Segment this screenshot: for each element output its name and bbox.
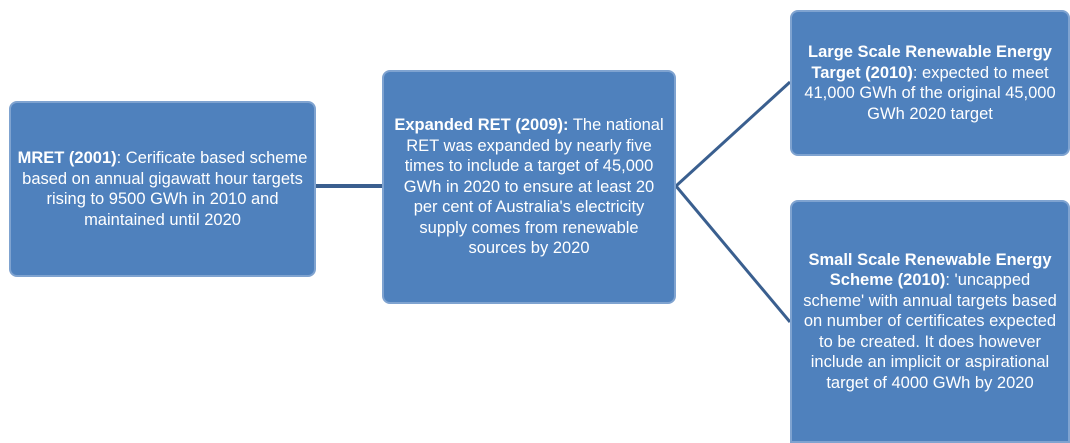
- node: Large Scale Renewable Energy Target (201…: [790, 10, 1070, 156]
- node-text: Large Scale Renewable Energy Target (201…: [798, 42, 1062, 124]
- node-body: : 'uncapped scheme' with annual targets …: [803, 271, 1057, 392]
- node: MRET (2001): Cerificate based scheme bas…: [9, 101, 316, 277]
- node-text: Small Scale Renewable Energy Scheme (201…: [798, 250, 1062, 394]
- connector: [674, 185, 792, 323]
- node-text: MRET (2001): Cerificate based scheme bas…: [17, 148, 308, 230]
- connector: [674, 80, 792, 188]
- node-body: : expected to meet 41,000 GWh of the ori…: [804, 63, 1056, 123]
- node: Small Scale Renewable Energy Scheme (201…: [790, 200, 1070, 443]
- node-title: MRET (2001): [17, 149, 117, 167]
- node: Expanded RET (2009): The national RET wa…: [382, 70, 676, 304]
- node-title: Large Scale Renewable Energy Target (201…: [808, 43, 1052, 82]
- node-text: Expanded RET (2009): The national RET wa…: [390, 115, 668, 259]
- node-body: The national RET was expanded by nearly …: [403, 116, 664, 258]
- node-title: Expanded RET (2009):: [394, 116, 569, 135]
- node-body: : Cerificate based scheme based on annua…: [22, 149, 308, 229]
- node-title: Small Scale Renewable Energy Scheme (201…: [808, 250, 1052, 290]
